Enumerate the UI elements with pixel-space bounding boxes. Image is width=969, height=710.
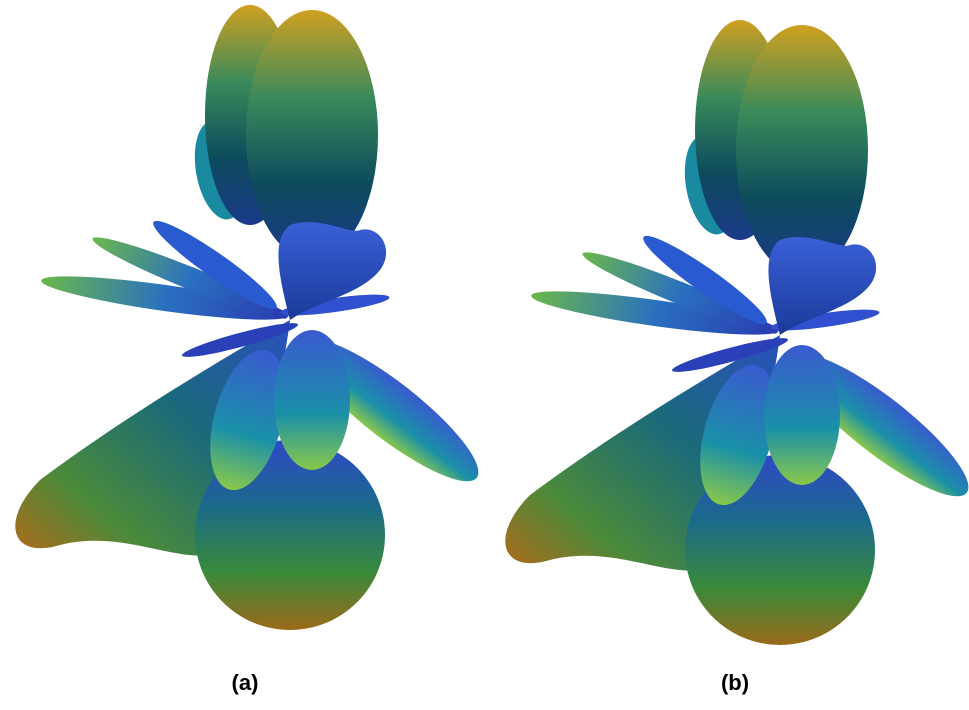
panel-label: (b) [721,670,749,695]
radiation-pattern-a [15,5,494,630]
panel-label: (a) [232,670,259,695]
radiation-pattern-b [505,20,969,645]
